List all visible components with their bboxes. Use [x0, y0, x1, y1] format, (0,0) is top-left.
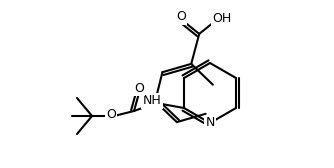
- Text: O: O: [176, 10, 186, 23]
- Text: N: N: [205, 116, 215, 130]
- Text: NH: NH: [143, 94, 161, 108]
- Text: O: O: [106, 108, 116, 120]
- Text: O: O: [134, 81, 144, 94]
- Text: OH: OH: [213, 12, 232, 25]
